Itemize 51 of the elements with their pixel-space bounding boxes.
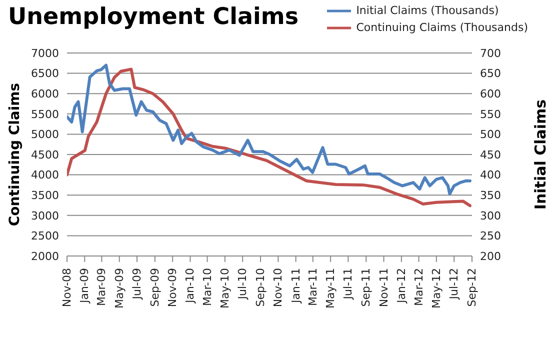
y2-tick-label: 500 bbox=[480, 128, 501, 142]
x-tick-label: Jan-10 bbox=[184, 268, 197, 304]
y-tick-label: 2000 bbox=[31, 250, 59, 263]
y2-tick-label: 600 bbox=[480, 88, 501, 101]
x-tick-label: May-11 bbox=[324, 268, 338, 309]
x-tick-label: May-10 bbox=[218, 268, 232, 309]
x-tick-label: Sep-09 bbox=[148, 268, 162, 307]
y2-tick-label: 200 bbox=[480, 250, 501, 263]
y2-tick-label: 350 bbox=[480, 189, 501, 202]
x-tick-label: Sep-12 bbox=[466, 268, 478, 307]
y2-tick-label: 300 bbox=[480, 209, 501, 222]
x-tick-label: Nov-11 bbox=[377, 268, 390, 308]
x-tick-label: Sep-11 bbox=[360, 268, 373, 307]
x-tick-label: May-12 bbox=[430, 268, 443, 309]
x-tick-label: Nov-10 bbox=[272, 268, 285, 308]
x-tick-label: Sep-10 bbox=[254, 268, 268, 307]
y2-tick-label: 700 bbox=[480, 46, 501, 60]
y-tick-label: 5500 bbox=[31, 108, 59, 121]
x-tick-label: Nov-08 bbox=[60, 268, 74, 308]
x-tick-label: Jan-12 bbox=[394, 268, 408, 304]
y-tick-label: 3500 bbox=[31, 189, 59, 202]
x-tick-label: Jul-09 bbox=[130, 268, 144, 300]
x-tick-label: Mar-11 bbox=[306, 268, 320, 306]
x-tick-label: Jul-12 bbox=[448, 268, 461, 300]
x-tick-label: Mar-10 bbox=[200, 268, 214, 306]
x-tick-label: Jul-10 bbox=[236, 268, 250, 300]
y-tick-label: 4000 bbox=[31, 168, 59, 182]
chart-title: Unemployment Claims bbox=[8, 4, 299, 30]
y-tick-label: 4500 bbox=[31, 148, 59, 162]
y-tick-label: 3000 bbox=[31, 209, 59, 222]
legend-label: Continuing Claims (Thousands) bbox=[356, 20, 528, 36]
y-tick-label: 2500 bbox=[31, 230, 59, 243]
y-tick-label: 5000 bbox=[31, 128, 59, 142]
x-tick-label: Jan-11 bbox=[289, 268, 302, 304]
y2-tick-label: 550 bbox=[480, 108, 501, 121]
y-tick-label: 6000 bbox=[31, 88, 59, 101]
x-tick-label: Jan-09 bbox=[78, 268, 92, 304]
y-axis-title: Continuing Claims bbox=[6, 82, 23, 226]
y-tick-label: 7000 bbox=[31, 46, 59, 60]
y-tick-label: 6500 bbox=[31, 67, 59, 80]
y2-tick-label: 650 bbox=[480, 67, 501, 80]
x-tick-label: Mar-12 bbox=[412, 268, 426, 306]
x-tick-label: Mar-09 bbox=[95, 268, 108, 306]
y2-axis-title: Initial Claims bbox=[531, 99, 548, 210]
x-tick-label: Nov-09 bbox=[166, 268, 180, 308]
y2-tick-label: 250 bbox=[480, 230, 501, 243]
y2-tick-label: 450 bbox=[480, 148, 501, 162]
y2-tick-label: 400 bbox=[480, 168, 501, 182]
x-tick-label: May-09 bbox=[112, 268, 126, 309]
legend-label: Initial Claims (Thousands) bbox=[356, 3, 499, 19]
x-tick-label: Jul-11 bbox=[342, 268, 355, 300]
